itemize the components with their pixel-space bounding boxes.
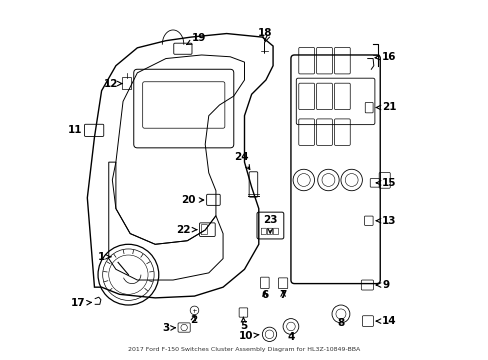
Text: 10: 10 — [239, 331, 259, 341]
Text: 18: 18 — [257, 28, 271, 41]
Text: 13: 13 — [375, 216, 396, 226]
Text: 5: 5 — [239, 318, 246, 331]
Text: 19: 19 — [186, 33, 206, 45]
Text: 22: 22 — [176, 225, 196, 235]
Text: 23: 23 — [263, 215, 277, 233]
Text: 20: 20 — [181, 195, 203, 205]
Text: 15: 15 — [375, 178, 396, 188]
Text: 4: 4 — [286, 332, 294, 342]
Text: 7: 7 — [279, 290, 286, 300]
Text: 11: 11 — [68, 125, 82, 135]
Text: 17: 17 — [71, 298, 91, 308]
Text: 2017 Ford F-150 Switches Cluster Assembly Diagram for HL3Z-10849-BBA: 2017 Ford F-150 Switches Cluster Assembl… — [128, 347, 360, 352]
Text: 24: 24 — [234, 152, 249, 170]
Text: 21: 21 — [375, 103, 396, 112]
Text: 1: 1 — [98, 252, 111, 262]
Text: 6: 6 — [261, 290, 268, 300]
Text: 3: 3 — [162, 323, 175, 333]
Text: 12: 12 — [103, 78, 122, 89]
Text: 14: 14 — [375, 316, 396, 326]
Text: 2: 2 — [189, 315, 197, 325]
Text: 16: 16 — [374, 52, 396, 62]
Text: 8: 8 — [337, 318, 344, 328]
Text: 9: 9 — [375, 280, 388, 290]
